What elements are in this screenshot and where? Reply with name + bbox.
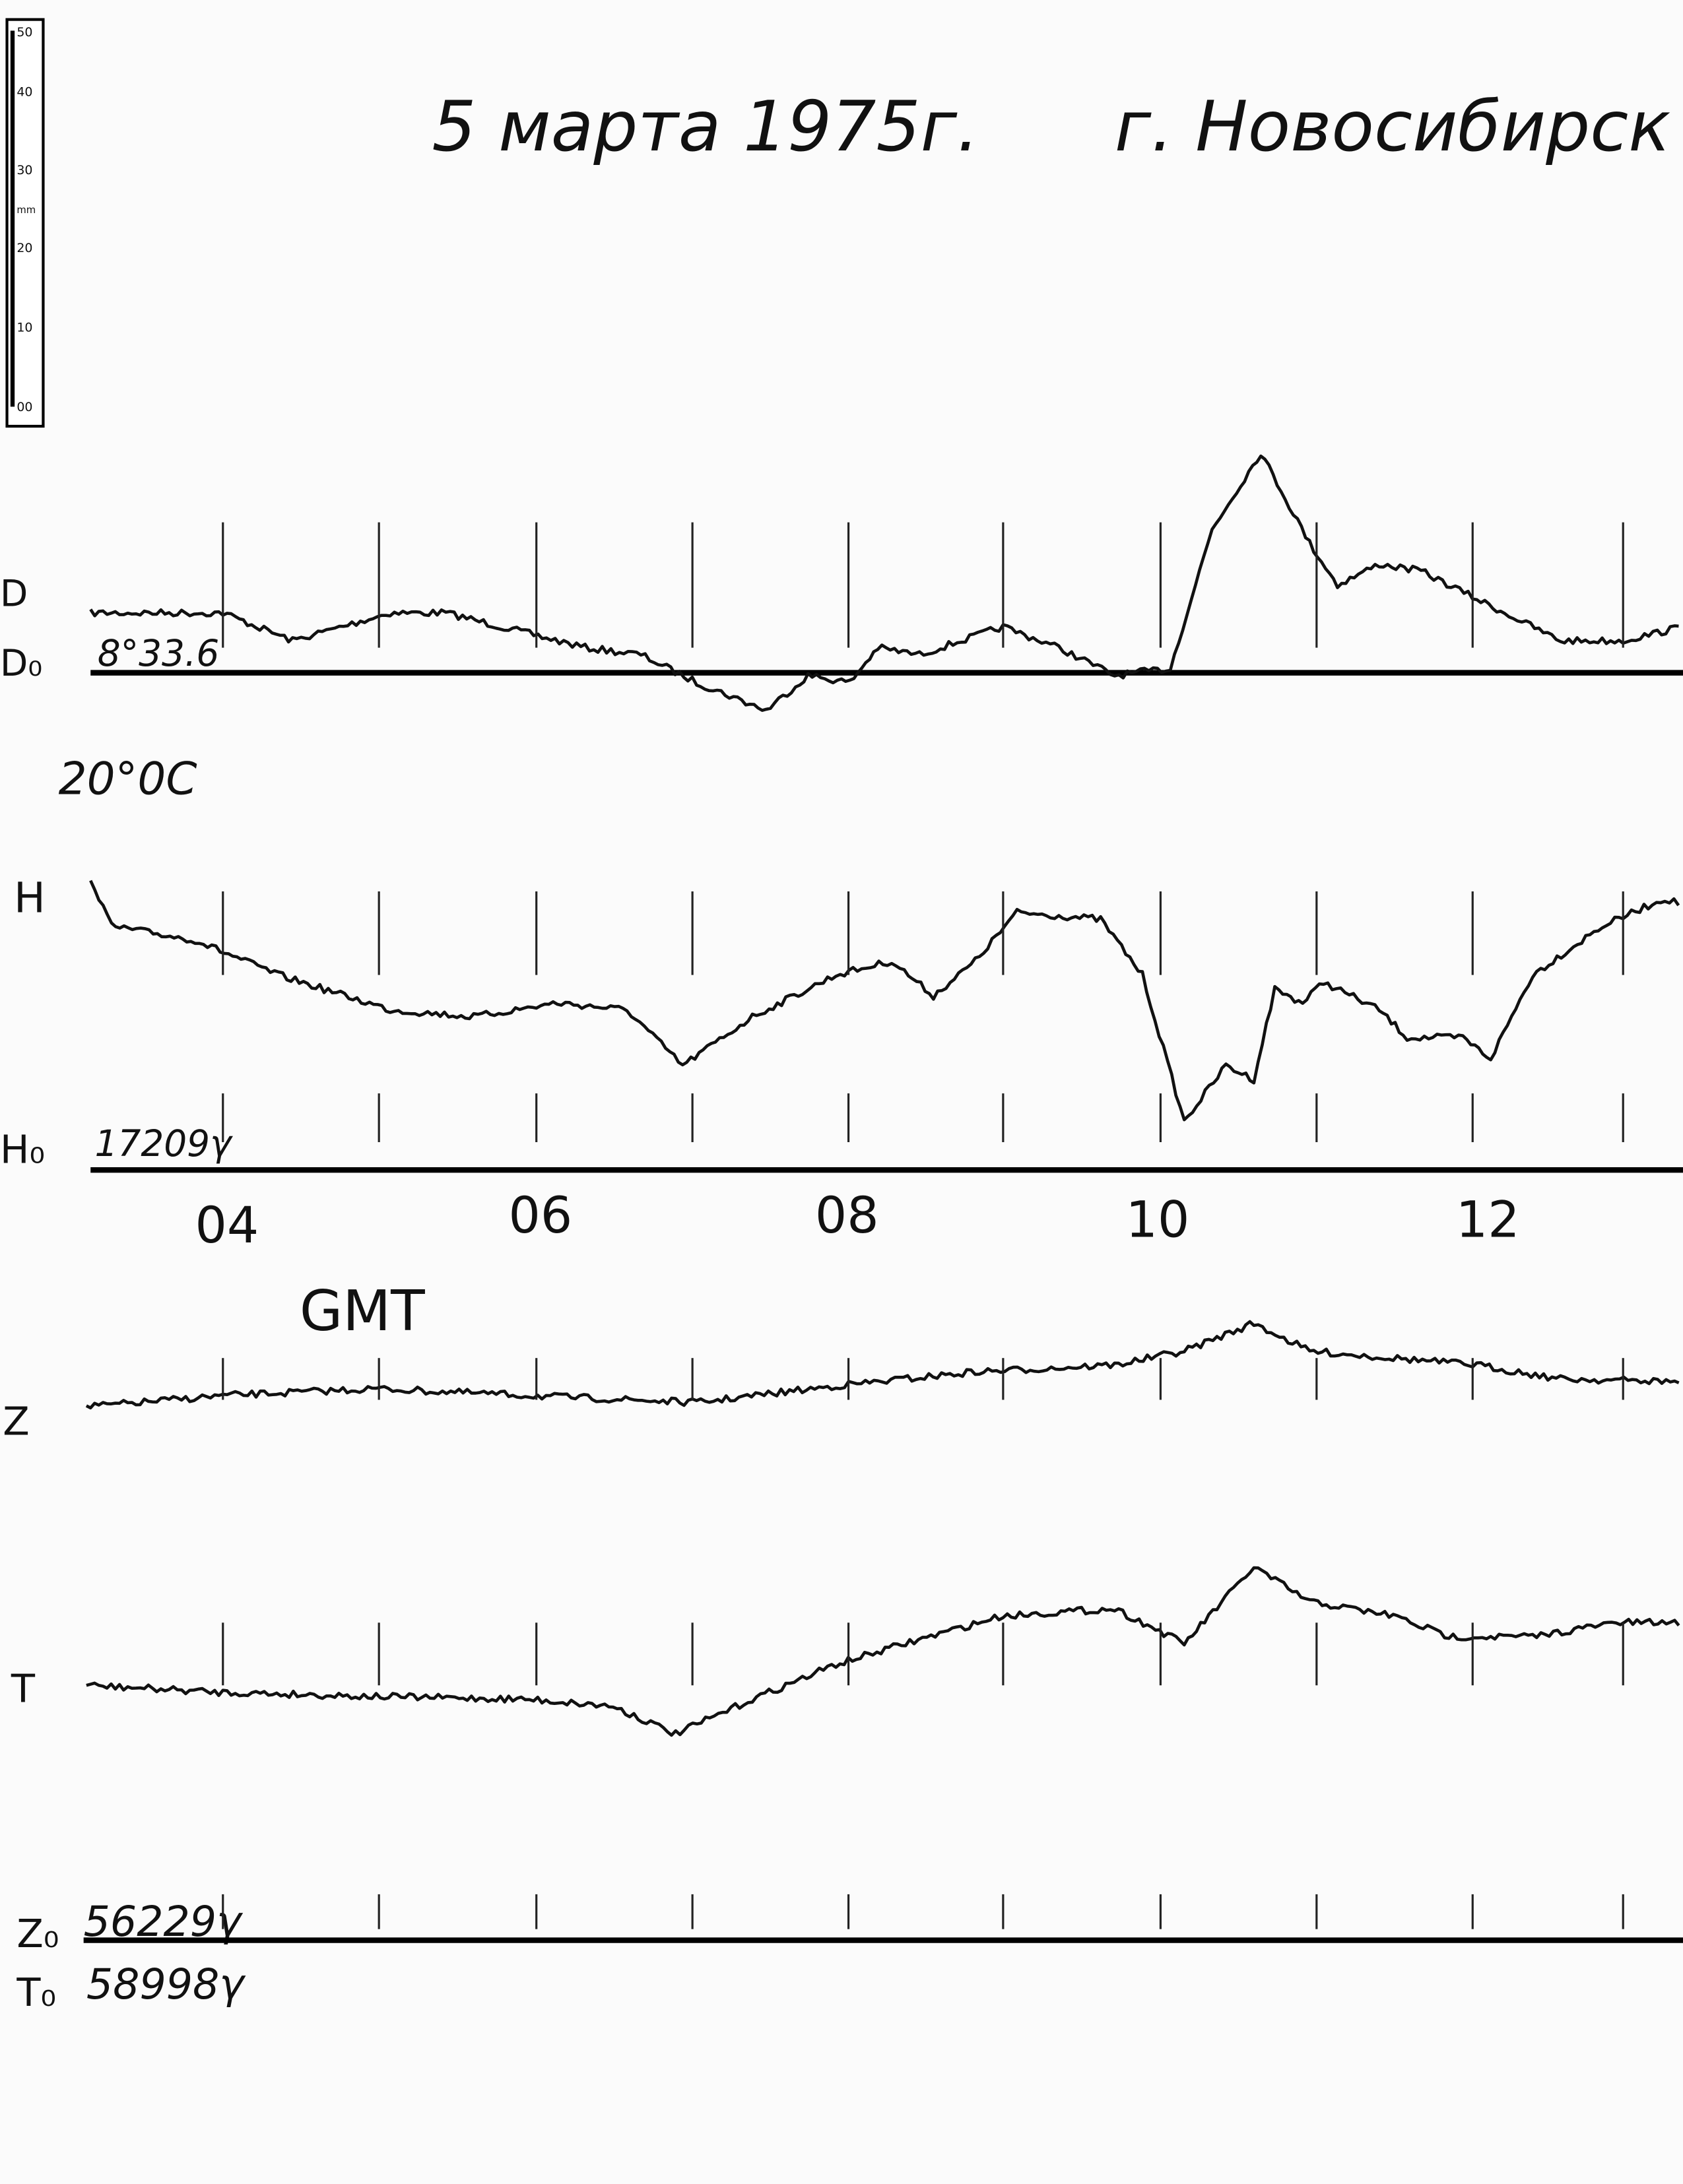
trace	[86, 1566, 1680, 1737]
base-label: T₀	[16, 1970, 56, 2015]
base-label: D₀	[0, 642, 42, 684]
date: 5 марта 1975г.	[432, 86, 979, 167]
ruler-label: 30	[16, 163, 32, 177]
ruler-label: 40	[16, 85, 32, 100]
hour-label: 04	[195, 1196, 259, 1254]
trace	[89, 880, 1680, 1122]
temperature: 20°0C	[59, 752, 197, 804]
hour-label: 06	[508, 1186, 572, 1244]
location: г. Новосибирск (Клю	[1115, 86, 1683, 167]
hour-label: 10	[1126, 1190, 1190, 1249]
base-value: 58998γ	[86, 1960, 246, 2008]
ruler-label: 10	[16, 320, 32, 335]
base-value: 8°33.6	[98, 632, 220, 674]
trace-label: T	[11, 1666, 36, 1712]
trace	[89, 454, 1679, 712]
base-label: Z₀	[16, 1911, 59, 1956]
traces	[85, 454, 1680, 1929]
ruler-label: 50	[16, 25, 32, 40]
base-label: H₀	[0, 1127, 45, 1172]
ruler-unit: mm	[16, 205, 36, 216]
base-value: 17209γ	[95, 1122, 234, 1165]
hour-label: 08	[815, 1186, 879, 1244]
ruler: 50 40 30 mm 20 10 00	[5, 18, 45, 428]
trace	[85, 1320, 1680, 1410]
trace-label: D	[0, 572, 28, 614]
hour-label: 12	[1456, 1190, 1520, 1249]
trace-label: H	[14, 874, 46, 922]
ruler-label: 20	[16, 241, 32, 255]
time-axis-label: GMT	[300, 1279, 425, 1343]
ruler-label: 00	[16, 400, 32, 414]
trace-label: Z	[3, 1398, 29, 1444]
